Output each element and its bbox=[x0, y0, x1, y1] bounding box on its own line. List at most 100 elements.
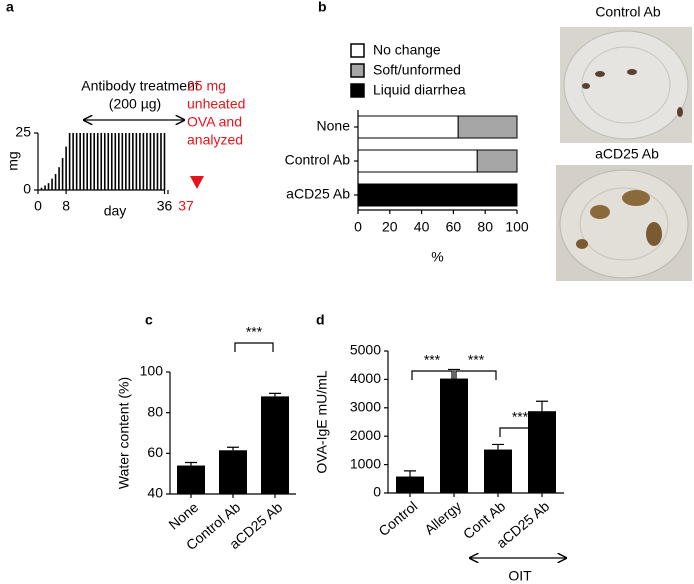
x-tick-label: Allergy bbox=[421, 498, 464, 538]
y-axis-label: OVA-IgE mU/mL bbox=[314, 370, 330, 473]
bar bbox=[139, 133, 141, 190]
note: OVA and bbox=[187, 114, 242, 130]
legend-swatch bbox=[350, 83, 365, 98]
error-bar bbox=[492, 443, 504, 450]
photo-acd25 bbox=[556, 165, 692, 281]
legend-label: Liquid diarrhea bbox=[373, 82, 466, 98]
y-tick-label: 5000 bbox=[350, 342, 381, 358]
y-tick-label: 0 bbox=[373, 484, 381, 500]
x-tick-label: Control bbox=[375, 498, 420, 539]
significance-label: *** bbox=[512, 409, 529, 425]
group-label: OIT bbox=[508, 568, 532, 584]
bar bbox=[261, 396, 289, 494]
bar bbox=[107, 133, 110, 190]
bar bbox=[61, 158, 64, 190]
bar bbox=[82, 133, 85, 190]
bar bbox=[79, 133, 81, 190]
y-tick-label: 40 bbox=[147, 485, 163, 501]
y-tick-label: 80 bbox=[147, 403, 163, 419]
legend-swatch bbox=[350, 63, 365, 78]
legend-swatch bbox=[350, 43, 365, 58]
bar bbox=[65, 146, 67, 190]
bar bbox=[103, 133, 106, 190]
panel-label: d bbox=[316, 312, 325, 328]
y-tick-label: 4000 bbox=[350, 370, 381, 386]
y-tick-label: None bbox=[317, 118, 351, 134]
y-axis-label: mg bbox=[5, 151, 21, 170]
significance-label: *** bbox=[468, 352, 485, 368]
bar bbox=[396, 476, 424, 493]
error-bar bbox=[269, 392, 281, 397]
y-tick-label: 1000 bbox=[350, 455, 381, 471]
image-label: aCD25 Ab bbox=[595, 146, 659, 162]
x-tick-label: 37 bbox=[178, 198, 194, 214]
bar bbox=[177, 465, 205, 494]
bar bbox=[128, 133, 131, 190]
bar bbox=[86, 133, 88, 190]
bar-segment bbox=[357, 115, 459, 139]
panel-label: a bbox=[6, 0, 14, 15]
x-tick-label: 8 bbox=[62, 198, 70, 214]
x-tick-label: 60 bbox=[446, 219, 462, 235]
bar bbox=[51, 178, 53, 190]
bar-segment bbox=[357, 149, 478, 173]
bar bbox=[153, 133, 155, 190]
bar bbox=[110, 133, 113, 190]
challenge-marker bbox=[190, 176, 204, 189]
bar bbox=[47, 183, 50, 190]
bar bbox=[484, 449, 512, 493]
panel-label: b bbox=[318, 0, 327, 15]
note: analyzed bbox=[187, 132, 243, 148]
bar bbox=[132, 133, 134, 190]
y-tick-label: 100 bbox=[140, 363, 164, 379]
bar bbox=[135, 133, 138, 190]
bar bbox=[100, 133, 103, 190]
y-tick-label: 0 bbox=[23, 181, 31, 197]
bar-segment bbox=[357, 183, 518, 207]
bar bbox=[146, 133, 148, 190]
x-axis-label: day bbox=[104, 203, 127, 219]
bar bbox=[528, 411, 556, 493]
error-bar bbox=[536, 400, 548, 412]
significance-label: *** bbox=[246, 324, 263, 340]
bar bbox=[156, 133, 159, 190]
annotation: Antibody treatment bbox=[81, 78, 199, 94]
error-bar bbox=[448, 368, 460, 379]
legend-label: No change bbox=[373, 42, 441, 58]
error-bar bbox=[185, 461, 197, 466]
bar bbox=[54, 174, 57, 190]
bar bbox=[219, 450, 247, 494]
bar bbox=[440, 378, 468, 493]
bar bbox=[93, 133, 96, 190]
y-axis-label: Water content (%) bbox=[116, 377, 132, 489]
x-tick-label: 80 bbox=[477, 219, 493, 235]
y-tick-label: aCD25 Ab bbox=[286, 186, 350, 202]
bar bbox=[68, 133, 71, 190]
significance-bracket bbox=[411, 370, 453, 380]
legend-label: Soft/unformed bbox=[373, 62, 461, 78]
y-tick-label: Control Ab bbox=[285, 152, 351, 168]
annotation: (200 µg) bbox=[109, 96, 161, 112]
bar bbox=[118, 133, 120, 190]
significance-bracket bbox=[499, 427, 541, 437]
error-bar bbox=[404, 470, 416, 477]
bar bbox=[163, 133, 166, 190]
x-tick-label: 0 bbox=[354, 219, 362, 235]
bar bbox=[121, 133, 124, 190]
y-tick-label: 3000 bbox=[350, 399, 381, 415]
error-bar bbox=[227, 446, 239, 451]
y-tick-label: 60 bbox=[147, 444, 163, 460]
x-axis-label: % bbox=[431, 249, 443, 265]
x-tick-label: 20 bbox=[382, 219, 398, 235]
bar bbox=[142, 133, 145, 190]
x-tick-label: 100 bbox=[505, 219, 529, 235]
significance-label: *** bbox=[424, 352, 441, 368]
bar bbox=[75, 133, 78, 190]
note: 25 mg bbox=[187, 78, 226, 94]
x-tick-label: 0 bbox=[34, 198, 42, 214]
panel-label: c bbox=[145, 312, 153, 328]
bar bbox=[58, 167, 60, 190]
bar-segment bbox=[476, 149, 518, 173]
bar bbox=[125, 133, 127, 190]
